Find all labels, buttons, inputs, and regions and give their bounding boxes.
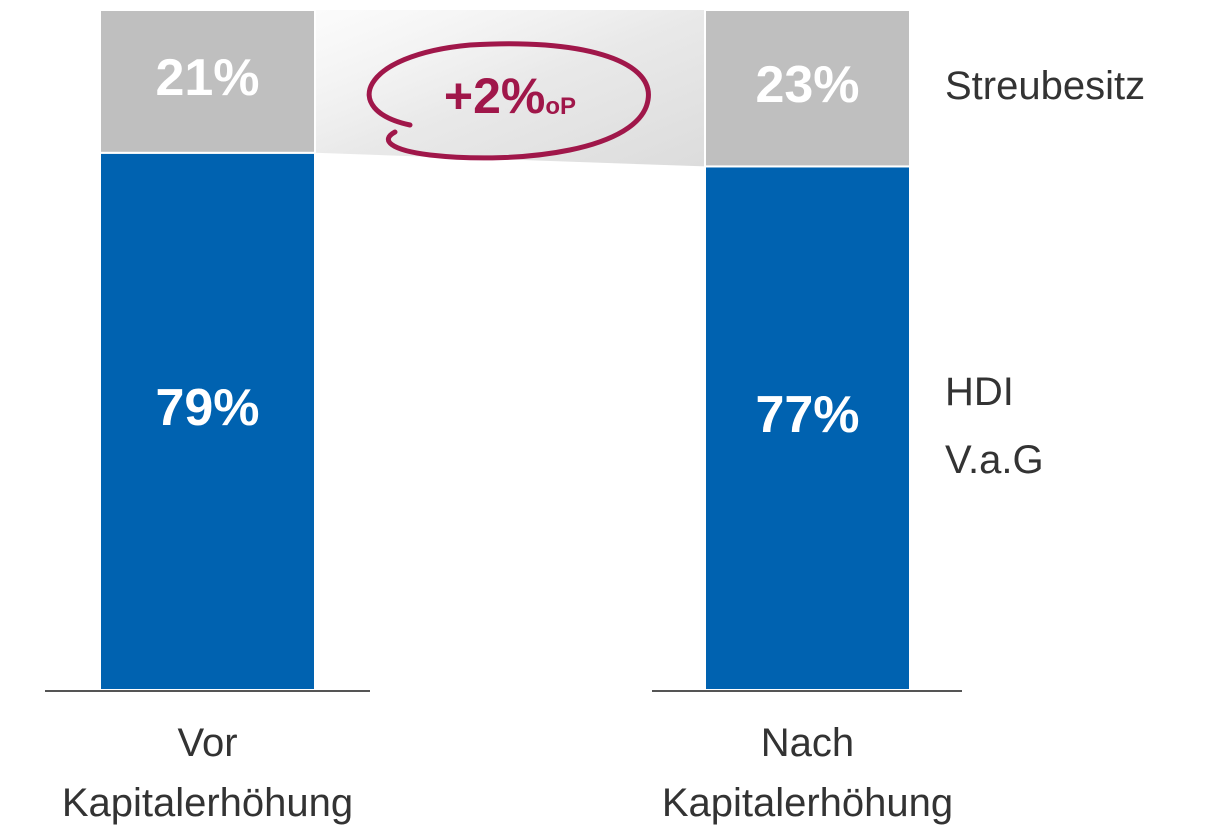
category-line: Kapitalerhöhung [662, 781, 953, 825]
value-label: 79% [155, 379, 259, 437]
bar-segment [99, 151, 316, 692]
bar-segment [99, 9, 316, 154]
legend-line: HDI [945, 370, 1014, 414]
category-line: Kapitalerhöhung [62, 781, 353, 825]
category-line: Vor [177, 721, 237, 765]
connector [315, 10, 705, 167]
category-label: Nach Kapitalerhöhung [662, 721, 953, 825]
annotation: +2%oP [444, 68, 576, 124]
value-label: 21% [155, 49, 259, 107]
bar-segment [704, 9, 911, 168]
legend-line: V.a.G [945, 438, 1044, 482]
legend-label: Streubesitz [945, 64, 1145, 108]
annotation-unit: oP [545, 93, 576, 120]
bar-segment [704, 165, 911, 691]
legend-label: HDI V.a.G [945, 370, 1044, 482]
annotation-ellipse [366, 41, 651, 161]
annotation-main: +2% [444, 68, 545, 124]
value-label: 77% [755, 386, 859, 444]
value-label: 23% [755, 56, 859, 114]
category-label: Vor Kapitalerhöhung [62, 721, 353, 825]
category-line: Nach [761, 721, 854, 765]
